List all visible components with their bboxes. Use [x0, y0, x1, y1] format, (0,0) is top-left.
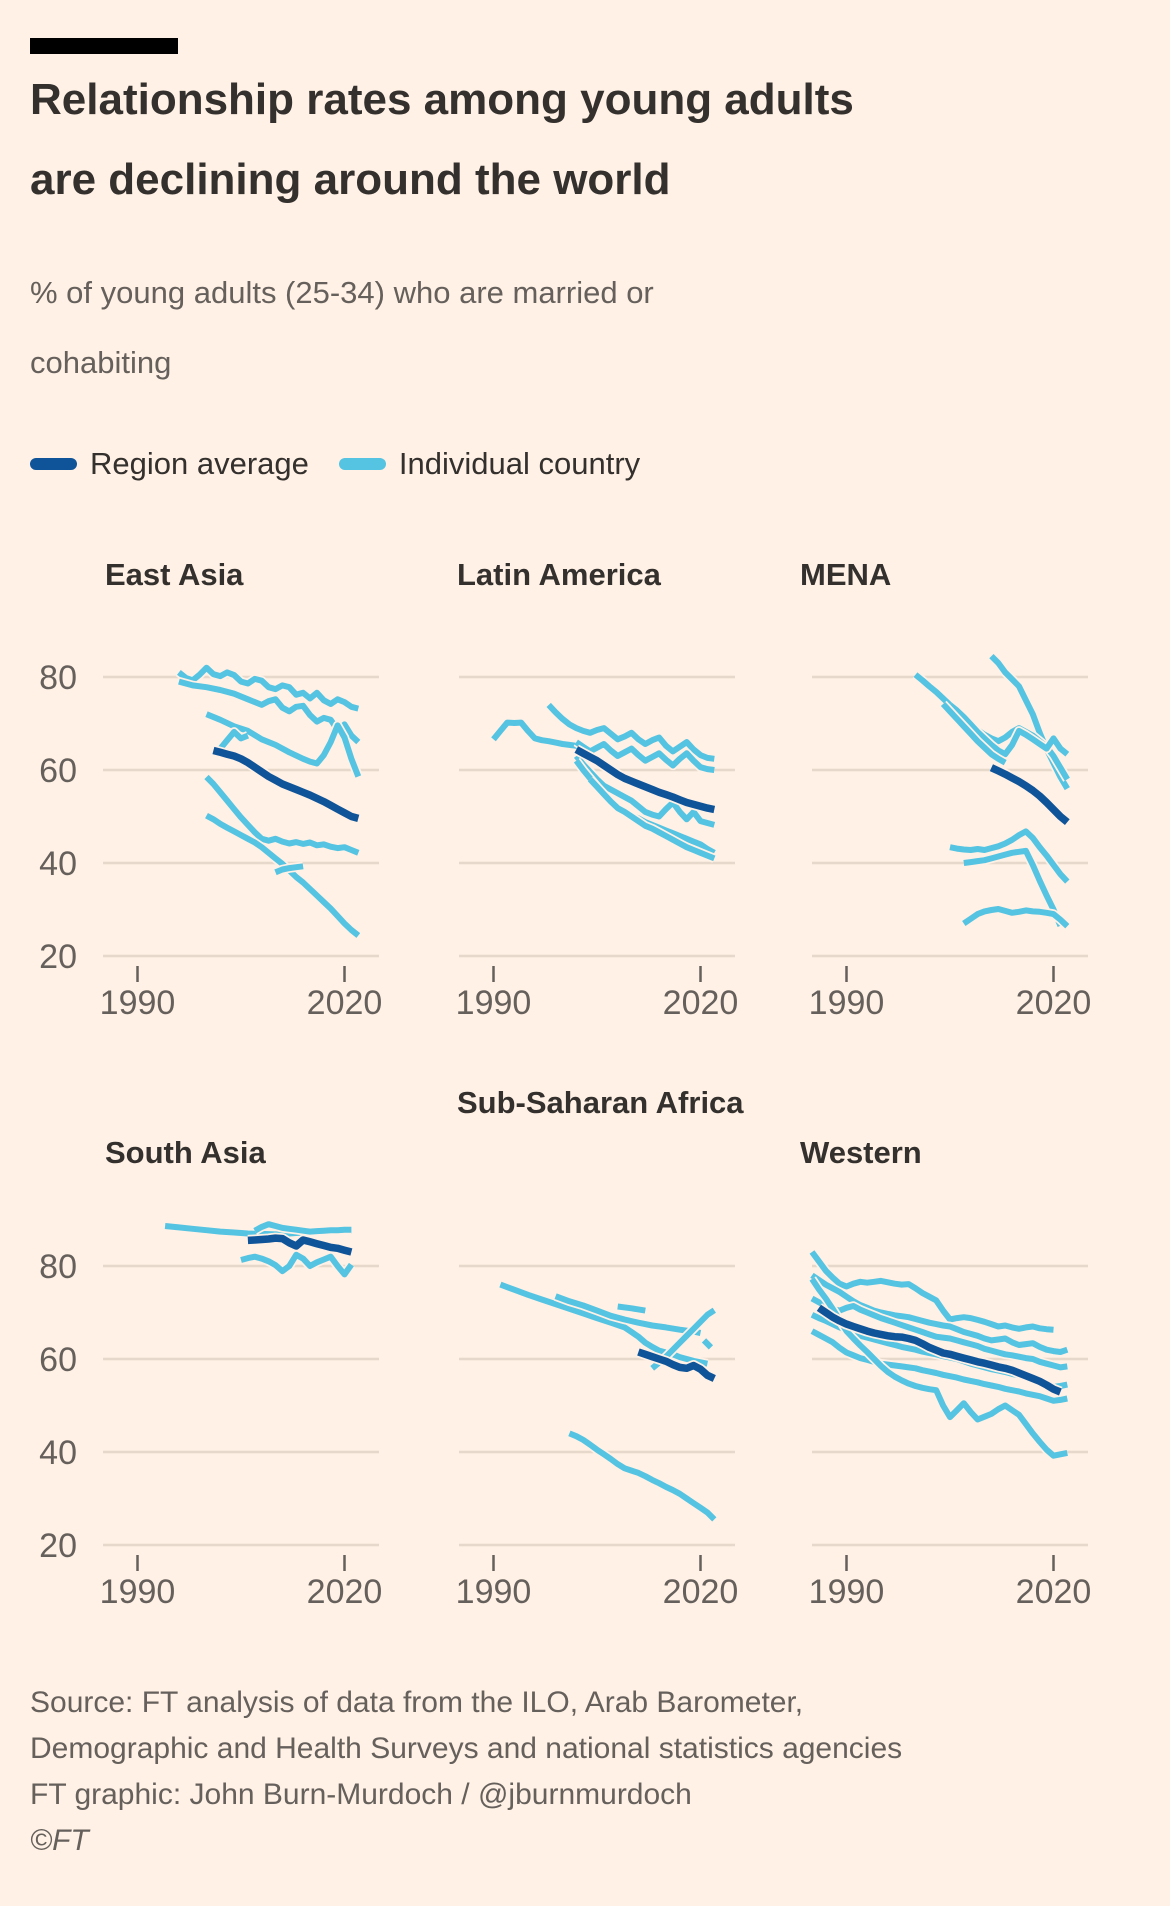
- panel-title-latin-america: Latin America: [457, 557, 661, 592]
- svg-text:40: 40: [39, 1434, 77, 1472]
- svg-text:20: 20: [39, 938, 77, 976]
- chart-subtitle-line-2: cohabiting: [30, 345, 172, 380]
- legend-label-individual-country: Individual country: [398, 446, 641, 481]
- svg-text:1990: 1990: [100, 984, 176, 1022]
- svg-text:2020: 2020: [663, 984, 739, 1022]
- svg-text:60: 60: [39, 752, 77, 790]
- svg-text:1990: 1990: [809, 984, 885, 1022]
- legend-label-region-average: Region average: [90, 446, 309, 481]
- panel-title-east-asia: East Asia: [105, 557, 244, 592]
- svg-text:60: 60: [39, 1341, 77, 1379]
- source-line-1: Source: FT analysis of data from the ILO…: [30, 1686, 804, 1719]
- panel-title-sub-saharan-africa: Sub-Saharan Africa: [457, 1085, 744, 1120]
- graphic-credit: FT graphic: John Burn-Murdoch / @jburnmu…: [30, 1778, 692, 1811]
- svg-text:2020: 2020: [307, 1573, 383, 1611]
- svg-text:2020: 2020: [663, 1573, 739, 1611]
- svg-text:40: 40: [39, 845, 77, 883]
- svg-text:20: 20: [39, 1527, 77, 1565]
- legend: Region average Individual country: [30, 446, 640, 482]
- chart-title-line-2: are declining around the world: [30, 155, 671, 204]
- panel-title-mena: MENA: [800, 557, 892, 592]
- svg-text:2020: 2020: [1016, 1573, 1092, 1611]
- legend-item-region-average: Region average: [30, 446, 309, 482]
- svg-text:80: 80: [39, 659, 77, 697]
- svg-text:1990: 1990: [456, 984, 532, 1022]
- svg-text:1990: 1990: [809, 1573, 885, 1611]
- chart-title-line-1: Relationship rates among young adults: [30, 75, 854, 124]
- ft-header-bar: [30, 38, 178, 54]
- individual-country-swatch: [338, 458, 386, 470]
- region-average-swatch: [30, 458, 77, 470]
- legend-item-individual-country: Individual country: [338, 446, 641, 482]
- panel-title-south-asia: South Asia: [105, 1135, 266, 1170]
- svg-text:1990: 1990: [100, 1573, 176, 1611]
- svg-text:2020: 2020: [1016, 984, 1092, 1022]
- panel-title-western: Western: [800, 1135, 922, 1170]
- svg-text:2020: 2020: [307, 984, 383, 1022]
- copyright: ©FT: [30, 1824, 89, 1857]
- source-line-2: Demographic and Health Surveys and natio…: [30, 1732, 903, 1765]
- chart-subtitle-line-1: % of young adults (25-34) who are marrie…: [30, 275, 654, 310]
- svg-text:80: 80: [39, 1248, 77, 1286]
- svg-text:1990: 1990: [456, 1573, 532, 1611]
